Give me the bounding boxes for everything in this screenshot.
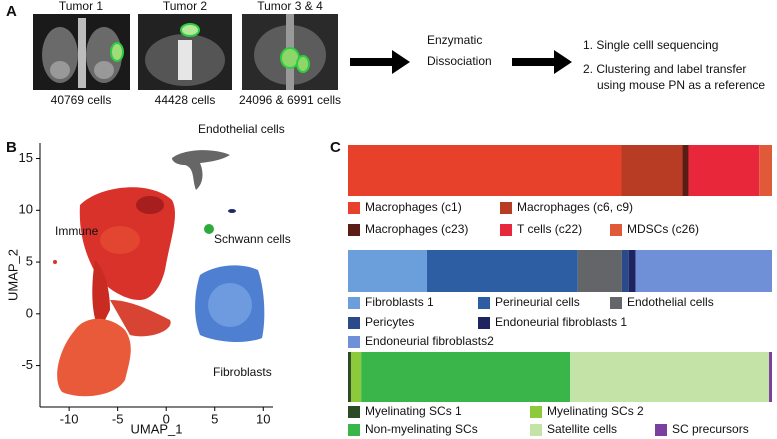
legend-swatch <box>348 202 360 214</box>
tumor-name: Tumor 3 & 4 <box>257 0 323 13</box>
legend-label: Satellite cells <box>547 422 617 436</box>
cell-count: 44428 cells <box>155 93 216 107</box>
bar-segment <box>682 145 689 196</box>
bar-segment <box>350 352 362 402</box>
cluster-label: Schwann cells <box>214 232 291 246</box>
y-tick-label: 10 <box>19 202 33 217</box>
legend-label: Macrophages (c23) <box>365 222 468 236</box>
legend-label: SC precursors <box>672 422 749 436</box>
arrow <box>350 50 410 74</box>
cluster-label: Endothelial cells <box>198 122 285 136</box>
legend-swatch <box>348 336 360 348</box>
legend-swatch <box>500 224 512 236</box>
bar-segment <box>688 145 760 196</box>
legend-swatch <box>348 406 360 418</box>
legend-label: MDSCs (c26) <box>627 222 699 236</box>
legend-swatch <box>655 424 667 436</box>
bar-segment <box>570 352 770 402</box>
mri-image <box>138 14 232 90</box>
legend-label: Endoneurial fibroblasts2 <box>365 334 494 348</box>
legend-label: Endoneurial fibroblasts 1 <box>495 315 627 329</box>
pipeline-step: 2. Clustering and label transfer <box>583 62 746 76</box>
legend-label: Endothelial cells <box>627 295 714 309</box>
cell-count: 24096 & 6991 cells <box>239 93 341 107</box>
cluster-label: Fibroblasts <box>213 365 272 379</box>
pipeline-step: using mouse PN as a reference <box>597 78 765 92</box>
legend-swatch <box>348 297 360 309</box>
bar-segment <box>426 250 578 292</box>
legend-swatch <box>348 224 360 236</box>
bar-segment <box>361 352 571 402</box>
cell-count: 40769 cells <box>51 93 112 107</box>
bar-segment <box>759 145 772 196</box>
umap-cloud <box>53 150 265 397</box>
y-axis-label: UMAP_2 <box>5 249 20 301</box>
y-tick-label: 15 <box>19 150 33 165</box>
process-step: Dissociation <box>427 54 492 68</box>
legend-swatch <box>478 317 490 329</box>
bar-segment <box>628 250 636 292</box>
legend-swatch <box>348 317 360 329</box>
mri-image <box>242 14 338 90</box>
legend-swatch <box>530 424 542 436</box>
bar-segment <box>348 250 427 292</box>
legend-swatch <box>610 224 622 236</box>
legend-label: Perineurial cells <box>495 295 580 309</box>
bar-segment <box>577 250 622 292</box>
tumor-name: Tumor 1 <box>59 0 104 13</box>
legend-swatch <box>500 202 512 214</box>
pipeline-step: 1. Single celll sequencing <box>583 38 718 52</box>
legend-swatch <box>348 424 360 436</box>
panel-label: C <box>330 139 341 156</box>
bar-segment <box>348 145 622 196</box>
x-tick-label: 5 <box>211 411 218 426</box>
process-step: Enzymatic <box>427 33 482 47</box>
x-axis-label: UMAP_1 <box>130 421 182 436</box>
legend-swatch <box>530 406 542 418</box>
mri-image <box>33 14 130 90</box>
bar-segment <box>348 352 351 402</box>
x-tick-label: -10 <box>60 411 79 426</box>
y-tick-label: -5 <box>21 357 33 372</box>
x-tick-label: 10 <box>256 411 270 426</box>
bar-segment <box>621 250 629 292</box>
x-tick-label: -5 <box>112 411 124 426</box>
bar-segment <box>635 250 772 292</box>
panel-label: B <box>6 139 17 156</box>
panel-label: A <box>6 3 17 20</box>
legend-label: T cells (c22) <box>517 222 582 236</box>
legend-swatch <box>610 297 622 309</box>
y-tick-label: 5 <box>26 253 33 268</box>
legend-swatch <box>478 297 490 309</box>
legend-label: Macrophages (c6, c9) <box>517 200 633 214</box>
x-tick-label: 0 <box>163 411 170 426</box>
tumor-name: Tumor 2 <box>163 0 208 13</box>
legend-label: Myelinating SCs 2 <box>547 404 644 418</box>
legend-label: Macrophages (c1) <box>365 200 462 214</box>
legend-label: Non-myelinating SCs <box>365 422 478 436</box>
legend-label: Myelinating SCs 1 <box>365 404 462 418</box>
legend-label: Pericytes <box>365 315 414 329</box>
y-tick-label: 0 <box>26 305 33 320</box>
arrow <box>512 50 572 74</box>
bar-segment <box>769 352 772 402</box>
bar-segment <box>621 145 683 196</box>
legend-label: Fibroblasts 1 <box>365 295 434 309</box>
cluster-label: Immune <box>55 224 99 238</box>
